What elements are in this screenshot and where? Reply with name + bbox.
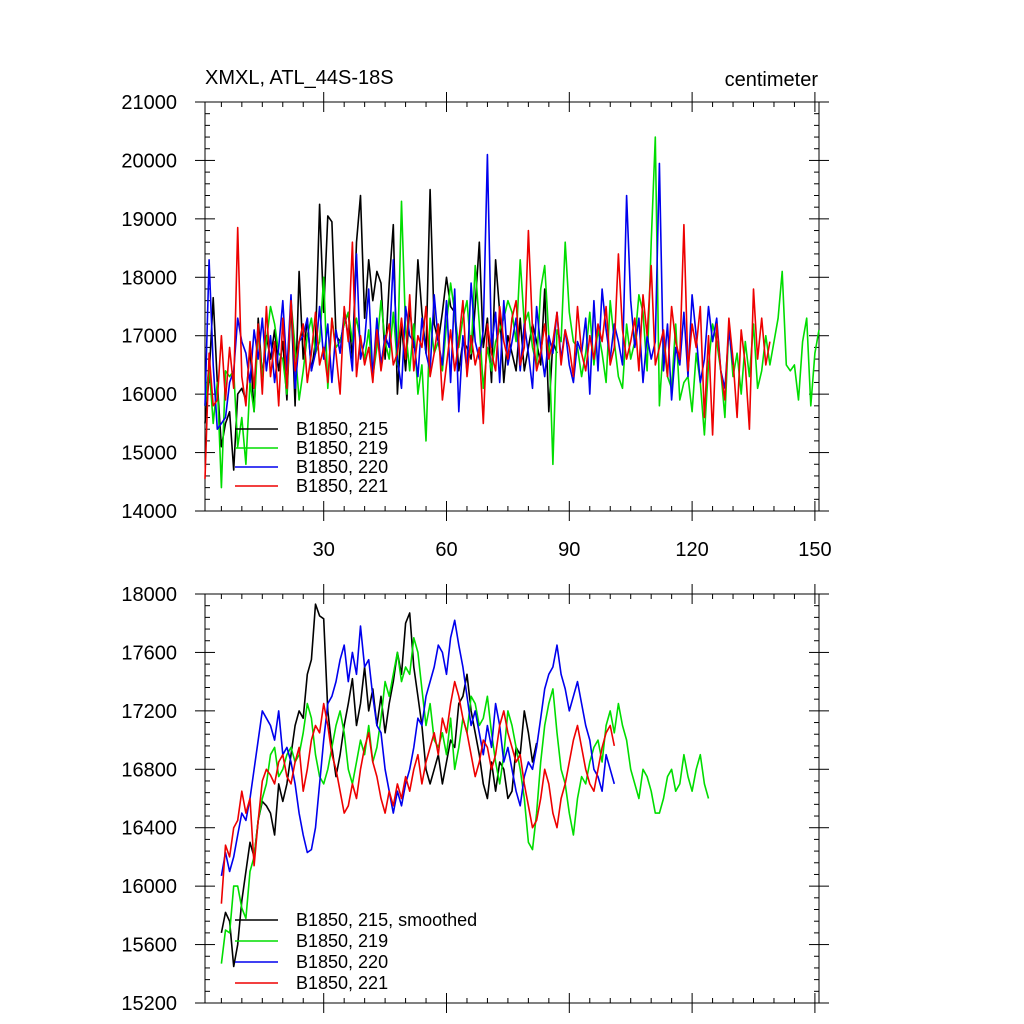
legend-label: B1850, 215 [296,419,388,439]
y-tick-label: 15000 [121,443,177,465]
legend-label: B1850, 220 [296,952,388,972]
y-tick-label: 18000 [121,267,177,289]
y-tick-label: 18000 [121,584,177,606]
x-tick-label: 150 [798,539,831,561]
plot-frame [204,101,820,512]
y-tick-label: 17200 [121,701,177,723]
legend-label: B1850, 219 [296,931,388,951]
series-line-3 [220,619,616,877]
legend-label: B1850, 221 [296,973,388,993]
legend-label: B1850, 221 [296,476,388,496]
top-panel: XMXL, ATL_44S-18S centimeter 30 60 90 120 15… [121,67,831,561]
y-tick-label: 16400 [121,818,177,840]
x-tick-label: 30 [313,539,335,561]
top-chart-title: XMXL, ATL_44S-18S [205,67,394,89]
legend-label: B1850, 220 [296,457,388,477]
y-tick-label: 21000 [121,92,177,114]
y-tick-label: 16000 [121,876,177,898]
x-tick-label: 120 [675,539,708,561]
legend-label: B1850, 219 [296,438,388,458]
x-tick-label: 60 [435,539,457,561]
bottom-panel: 15200 15600 16000 16400 16800 17200 17600 18000… [121,584,829,1015]
y-tick-label: 15200 [121,993,177,1015]
series-line-4 [204,223,771,479]
legend-label: B1850, 215, smoothed [296,910,477,930]
y-tick-label: 17600 [121,642,177,664]
plot-frame [204,593,820,1004]
y-tick-label: 15600 [121,935,177,957]
series-line-4 [220,680,616,904]
y-tick-label: 20000 [121,150,177,172]
y-tick-label: 19000 [121,209,177,231]
y-tick-label: 17000 [121,326,177,348]
y-tick-label: 14000 [121,501,177,523]
top-chart-units: centimeter [725,69,819,91]
series-line-1 [220,603,538,968]
y-tick-label: 16000 [121,384,177,406]
x-tick-label: 90 [558,539,580,561]
y-tick-label: 16800 [121,759,177,781]
